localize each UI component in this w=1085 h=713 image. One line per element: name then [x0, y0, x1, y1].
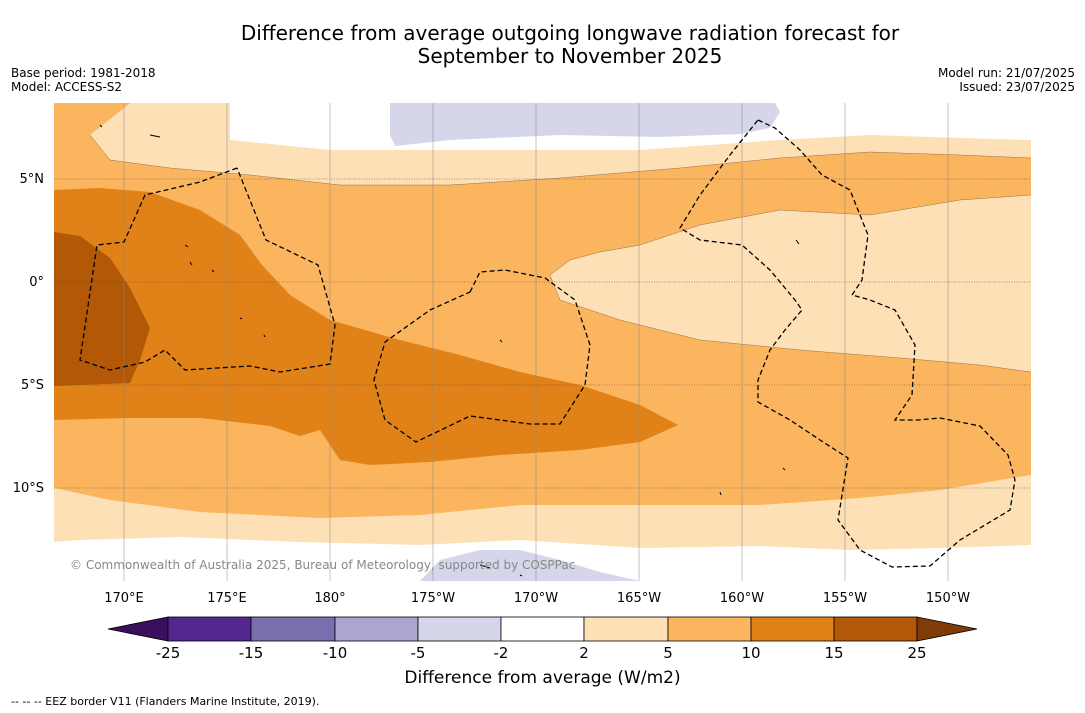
cb-tick-7: 5 — [663, 644, 673, 662]
cb-tick-1: -25 — [156, 644, 181, 662]
lon-label-155w: 155°W — [823, 591, 867, 606]
base-info: Base period: 1981-2018 Model: ACCESS-S2 — [11, 66, 156, 94]
gridlines — [54, 178, 1031, 489]
colorbar-seg-6 — [583, 616, 669, 642]
cb-tick-5: -2 — [494, 644, 509, 662]
colorbar-seg-7 — [667, 616, 752, 642]
copyright-notice: © Commonwealth of Australia 2025, Bureau… — [70, 558, 576, 572]
colorbar-seg-9 — [833, 616, 918, 642]
lat-label-5n: 5°N — [20, 172, 45, 187]
lon-label-170e: 170°E — [104, 591, 144, 606]
eez-borders — [79, 119, 1016, 568]
run-info: Model run: 21/07/2025 Issued: 23/07/2025 — [938, 66, 1075, 94]
eez-footnote: -- -- -- EEZ border V11 (Flanders Marine… — [11, 695, 320, 708]
cb-tick-3: -10 — [323, 644, 348, 662]
colorbar-ticks: -25 -15 -10 -5 -2 2 5 10 15 25 — [156, 644, 927, 662]
model-name: Model: ACCESS-S2 — [11, 80, 123, 94]
latitude-labels: 5°N 0° 5°S 10°S — [13, 172, 44, 496]
title-line-1: Difference from average outgoing longwav… — [240, 21, 900, 45]
island-markers — [99, 124, 800, 577]
base-period: Base period: 1981-2018 — [11, 66, 156, 80]
cb-tick-4: -5 — [411, 644, 426, 662]
band-15-25 — [54, 232, 150, 386]
colorbar-seg-8 — [750, 616, 835, 642]
colorbar-seg-5 — [500, 616, 585, 642]
cb-tick-8: 10 — [741, 644, 760, 662]
lon-label-160w: 160°W — [720, 591, 764, 606]
title-line-2: September to November 2025 — [417, 44, 723, 68]
cb-tick-2: -15 — [239, 644, 264, 662]
issued-date: Issued: 23/07/2025 — [959, 80, 1075, 94]
lon-label-175w: 175°W — [411, 591, 455, 606]
colorbar-extend-low — [107, 616, 169, 642]
lon-label-170w: 170°W — [514, 591, 558, 606]
cb-tick-6: 2 — [579, 644, 589, 662]
colorbar-seg-3 — [334, 616, 419, 642]
lat-label-5s: 5°S — [21, 378, 44, 393]
map-title: Difference from average outgoing longwav… — [0, 22, 1085, 68]
colorbar-seg-4 — [417, 616, 502, 642]
lat-label-10s: 10°S — [13, 481, 44, 496]
map-area — [54, 103, 1031, 581]
cb-tick-10: 25 — [907, 644, 926, 662]
lon-label-150w: 150°W — [926, 591, 970, 606]
meridians — [123, 103, 949, 581]
colorbar-seg-1 — [167, 616, 252, 642]
lon-label-175e: 175°E — [207, 591, 247, 606]
longitude-labels: 170°E 175°E 180° 175°W 170°W 165°W 160°W… — [104, 591, 970, 606]
colorbar-title: Difference from average (W/m2) — [404, 668, 681, 688]
band-10-15 — [54, 188, 678, 465]
cb-tick-9: 15 — [824, 644, 843, 662]
colorbar-extend-high — [916, 616, 978, 642]
lon-label-165w: 165°W — [617, 591, 661, 606]
model-run: Model run: 21/07/2025 — [937, 66, 1075, 80]
negative-patch-south — [420, 550, 640, 581]
colorbar-seg-2 — [250, 616, 336, 642]
lon-label-180: 180° — [314, 591, 345, 606]
negative-patch-north — [390, 103, 780, 146]
lat-label-0: 0° — [29, 275, 44, 290]
